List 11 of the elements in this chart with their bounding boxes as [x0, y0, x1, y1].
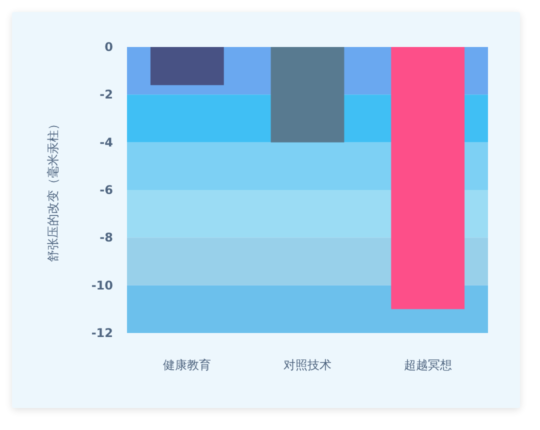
y-tick-label: 0	[104, 40, 113, 54]
x-tick-label: 对照技术	[284, 358, 332, 372]
x-tick-label: 健康教育	[163, 358, 212, 372]
y-tick-label: -4	[100, 135, 113, 150]
y-tick-label: -10	[91, 278, 113, 292]
x-tick-label: 超越冥想	[404, 358, 452, 372]
y-tick-label: -8	[100, 230, 113, 245]
y-tick-label: -12	[91, 326, 113, 340]
y-tick-label: -2	[100, 88, 113, 102]
y-tick-label: -6	[100, 183, 113, 197]
y-axis-title: 舒张压的改变（毫米汞柱）	[46, 118, 60, 262]
